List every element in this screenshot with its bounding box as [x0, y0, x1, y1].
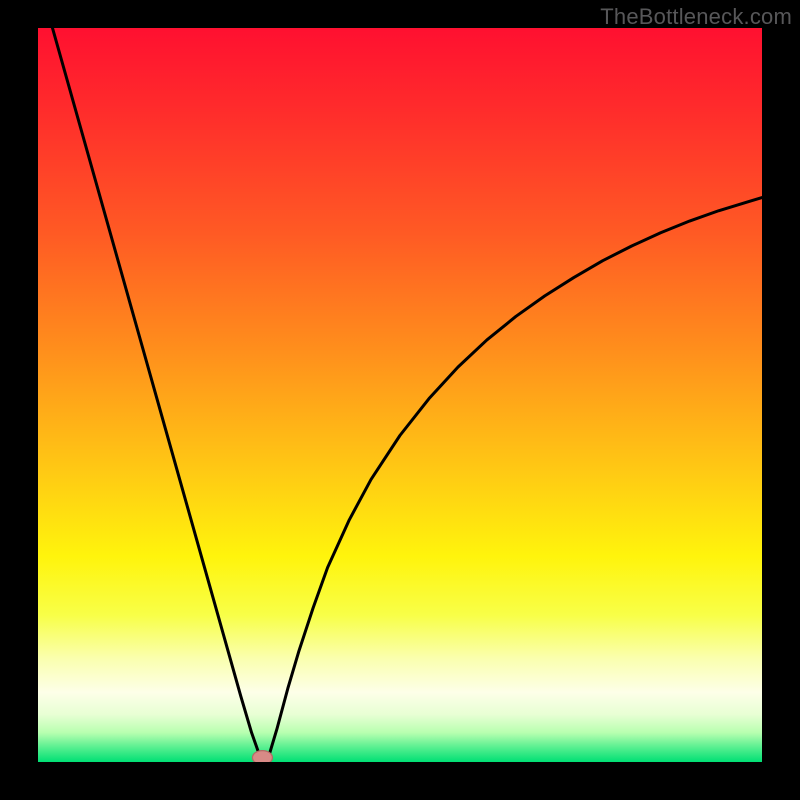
bottleneck-chart [0, 0, 800, 800]
watermark-text: TheBottleneck.com [600, 4, 792, 30]
chart-frame: TheBottleneck.com [0, 0, 800, 800]
plot-background [38, 28, 762, 762]
